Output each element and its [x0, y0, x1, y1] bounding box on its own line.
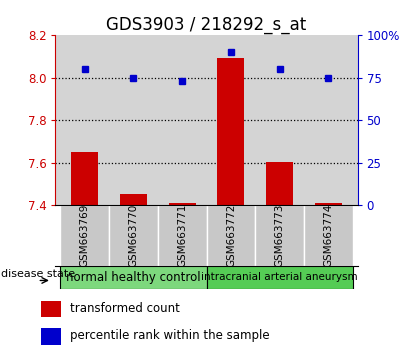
Bar: [207, 205, 255, 266]
Text: percentile rank within the sample: percentile rank within the sample: [70, 329, 270, 342]
Text: transformed count: transformed count: [70, 302, 180, 315]
Bar: [304, 205, 353, 266]
Text: disease state: disease state: [1, 269, 75, 279]
Bar: [42, 301, 61, 317]
Text: GSM663770: GSM663770: [129, 204, 139, 267]
Bar: [266, 162, 293, 205]
Bar: [207, 266, 353, 289]
Text: normal healthy control: normal healthy control: [66, 270, 201, 284]
Bar: [255, 205, 304, 266]
Bar: [158, 205, 206, 266]
Bar: [217, 58, 244, 205]
Bar: [169, 202, 196, 205]
Text: GSM663772: GSM663772: [226, 204, 236, 267]
Title: GDS3903 / 218292_s_at: GDS3903 / 218292_s_at: [106, 16, 307, 34]
Text: GSM663769: GSM663769: [80, 204, 90, 267]
Bar: [109, 205, 158, 266]
Bar: [60, 266, 206, 289]
Text: GSM663773: GSM663773: [275, 204, 284, 267]
Bar: [120, 194, 147, 205]
Bar: [315, 202, 342, 205]
Bar: [72, 152, 98, 205]
Bar: [60, 205, 109, 266]
Text: intracranial arterial aneurysm: intracranial arterial aneurysm: [201, 272, 358, 282]
Bar: [42, 328, 61, 345]
Text: GSM663774: GSM663774: [323, 204, 333, 267]
Text: GSM663771: GSM663771: [177, 204, 187, 267]
